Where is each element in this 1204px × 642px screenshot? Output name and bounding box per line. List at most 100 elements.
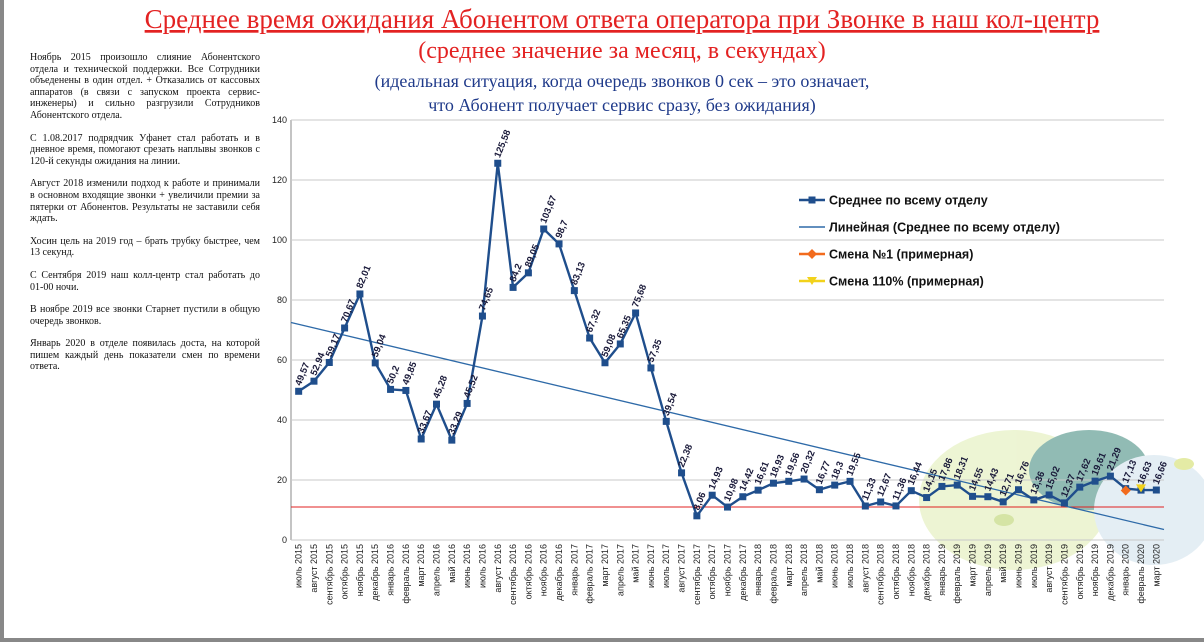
x-tick-label: октябрь 2015 [340,544,350,599]
note: С Сентября 2019 наш колл-центр стал рабо… [30,269,260,293]
data-label: 22,38 [676,443,695,469]
x-tick-label: март 2020 [1151,544,1161,587]
data-point [923,494,931,502]
x-tick-label: июль 2015 [294,544,304,588]
data-label: 82,01 [355,263,374,290]
x-tick-label: сентябрь 2019 [1059,544,1069,605]
data-point [601,359,609,367]
x-tick-label: август 2017 [677,544,687,593]
legend-label: Смена №1 (примерная) [829,248,973,262]
notes: Ноябрь 2015 произошло слияние Абонентско… [30,52,260,384]
data-label: 67,32 [584,308,603,334]
data-point [846,477,854,485]
data-point [754,486,762,494]
x-tick-label: ноябрь 2018 [906,544,916,596]
x-tick-label: декабрь 2015 [370,544,380,601]
data-point [433,400,440,408]
x-tick-label: май 2019 [998,544,1008,583]
data-label: 45,52 [462,373,481,399]
data-point [647,364,655,372]
x-tick-label: август 2015 [309,544,319,593]
data-point [341,324,349,332]
x-tick-label: сентябрь 2015 [324,544,334,605]
x-tick-label: март 2017 [600,544,610,587]
data-label: 8,06 [691,491,708,512]
chart-title-line2: (среднее значение за месяц, в секундах) [418,38,825,64]
y-tick-label: 0 [282,535,287,545]
y-tick-label: 20 [277,475,287,485]
data-point [295,387,303,395]
legend-marker [807,277,817,285]
data-label: 18,3 [829,460,846,481]
x-tick-label: ноябрь 2016 [539,544,549,596]
data-label: 103,67 [538,194,559,225]
data-label: 45,28 [431,374,450,400]
data-label: 125,58 [492,128,513,159]
legend-label: Линейная (Среднее по всему отделу) [829,221,1060,235]
data-point [310,377,318,385]
x-tick-label: апрель 2017 [615,544,625,596]
data-point [984,493,992,501]
data-point [632,309,640,317]
data-point [861,502,869,510]
x-tick-label: ноябрь 2019 [1090,544,1100,596]
chart-title: Среднее время ожидания Абонентом ответа … [145,4,1100,34]
data-point [662,417,670,425]
data-point [739,493,747,501]
data-label: 33,29 [446,410,465,436]
data-point [877,498,885,506]
x-tick-label: сентябрь 2017 [692,544,702,605]
data-point [800,475,808,483]
data-point [831,481,839,489]
data-point [540,225,548,233]
data-point [1030,496,1038,504]
data-point [586,334,594,342]
data-label: 20,32 [799,449,818,475]
data-point [463,399,471,407]
data-point [1136,484,1147,493]
subtitle: что Абонент получает сервис сразу, без о… [428,95,816,116]
data-point [1152,486,1160,494]
x-tick-label: июнь 2016 [462,544,472,588]
x-tick-label: июнь 2018 [830,544,840,588]
x-tick-label: январь 2018 [753,544,763,596]
x-tick-label: сентябрь 2018 [876,544,886,605]
data-point [1076,483,1084,491]
data-point [616,340,624,348]
x-tick-label: май 2017 [631,544,641,583]
note: Январь 2020 в отделе появилась доста, на… [30,338,260,373]
data-label: 98,7 [554,219,571,240]
x-tick-label: февраль 2018 [768,544,778,604]
data-label: 74,65 [477,285,496,312]
data-label: 49,85 [400,360,419,387]
y-tick-label: 40 [277,415,287,425]
data-point [570,287,578,295]
data-point [815,486,823,494]
y-tick-label: 120 [272,175,287,185]
decor [919,430,1204,570]
x-tick-label: декабрь 2019 [1105,544,1115,601]
y-tick-label: 140 [272,115,287,125]
x-tick-label: август 2019 [1044,544,1054,593]
data-point [969,492,977,500]
x-tick-label: июнь 2019 [1014,544,1024,588]
data-point [1091,477,1099,485]
data-point [494,159,502,167]
legend-label: Среднее по всему отделу [829,194,988,208]
data-point [387,385,395,393]
data-point [1015,486,1022,494]
x-tick-label: март 2016 [416,544,426,587]
legend-marker [807,249,817,259]
data-point [448,436,456,444]
x-tick-label: май 2018 [814,544,824,583]
data-point [1120,485,1131,496]
x-tick-label: март 2018 [784,544,794,587]
x-tick-label: декабрь 2017 [738,544,748,601]
subtitle: (идеальная ситуация, когда очередь звонк… [375,71,870,92]
x-tick-label: апрель 2019 [983,544,993,596]
note: Август 2018 изменили подход к работе и п… [30,178,260,225]
chart: Среднее время ожидания Абонентом ответа … [145,4,1204,605]
note: С 1.08.2017 подрядчик Уфанет стал работа… [30,132,260,167]
note: В ноябре 2019 все звонки Старнет пустили… [30,304,260,327]
x-tick-label: январь 2016 [386,544,396,596]
